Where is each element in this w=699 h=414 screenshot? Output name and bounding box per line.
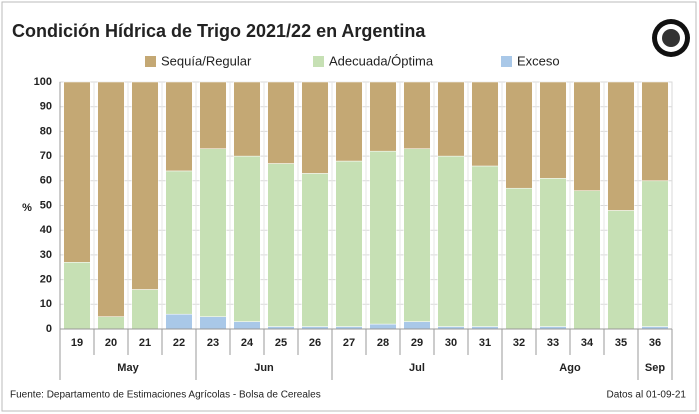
y-tick-label: 0 bbox=[46, 323, 52, 335]
bar-segment bbox=[403, 321, 431, 330]
y-tick-label: 30 bbox=[40, 249, 52, 261]
bar-segment bbox=[335, 81, 363, 162]
bar-segment bbox=[369, 81, 397, 152]
bar-segment bbox=[607, 81, 635, 211]
bar-segment bbox=[199, 81, 227, 149]
x-group-label: Jun bbox=[254, 362, 274, 374]
bar-segment bbox=[301, 173, 329, 327]
bar-segment bbox=[199, 148, 227, 317]
y-tick-label: 60 bbox=[40, 175, 52, 187]
legend-label: Adecuada/Óptima bbox=[329, 53, 434, 68]
x-tick-label: 26 bbox=[309, 337, 321, 349]
x-tick-label: 32 bbox=[513, 337, 525, 349]
bar-segment bbox=[505, 187, 533, 330]
x-tick-label: 29 bbox=[411, 337, 423, 349]
x-tick-label: 20 bbox=[105, 337, 117, 349]
x-tick-label: 24 bbox=[241, 337, 254, 349]
y-axis-label: % bbox=[22, 202, 32, 214]
bar-segment bbox=[165, 313, 193, 330]
x-tick-label: 33 bbox=[547, 337, 559, 349]
legend-swatch bbox=[145, 56, 156, 67]
bar-segment bbox=[335, 160, 363, 327]
bar-segment bbox=[641, 81, 669, 182]
x-tick-label: 19 bbox=[71, 337, 83, 349]
bar-segment bbox=[233, 81, 261, 157]
bar-segment bbox=[131, 81, 159, 290]
bar-segment bbox=[301, 81, 329, 174]
x-tick-label: 36 bbox=[649, 337, 661, 349]
bar-segment bbox=[63, 81, 91, 263]
bar-segment bbox=[63, 262, 91, 330]
bar-segment bbox=[165, 81, 193, 172]
y-tick-label: 50 bbox=[40, 199, 52, 211]
logo bbox=[652, 19, 690, 57]
date-note: Datos al 01-09-21 bbox=[607, 390, 687, 401]
bar-segment bbox=[403, 148, 431, 322]
x-group-label: Jul bbox=[409, 362, 425, 374]
chart-title: Condición Hídrica de Trigo 2021/22 en Ar… bbox=[12, 21, 426, 41]
y-tick-label: 80 bbox=[40, 125, 52, 137]
x-group-label: Ago bbox=[559, 362, 581, 374]
bar-segment bbox=[267, 163, 295, 327]
x-group-label: May bbox=[117, 362, 139, 374]
bar-segment bbox=[267, 81, 295, 164]
bar-segment bbox=[403, 81, 431, 149]
y-tick-label: 40 bbox=[40, 224, 52, 236]
bar-segment bbox=[641, 180, 669, 327]
y-tick-label: 100 bbox=[34, 76, 52, 88]
source: Fuente: Departamento de Estimaciones Agr… bbox=[10, 390, 321, 401]
x-tick-label: 28 bbox=[377, 337, 389, 349]
bar-segment bbox=[165, 170, 193, 315]
y-tick-label: 20 bbox=[40, 274, 52, 286]
bar-segment bbox=[539, 81, 567, 179]
bar-segment bbox=[607, 210, 635, 330]
bar-segment bbox=[437, 81, 465, 157]
bar-segment bbox=[471, 81, 499, 167]
x-tick-label: 25 bbox=[275, 337, 287, 349]
x-tick-label: 31 bbox=[479, 337, 491, 349]
bar-segment bbox=[233, 155, 261, 322]
legend-swatch bbox=[313, 56, 324, 67]
bar-segment bbox=[471, 165, 499, 327]
bar-segment bbox=[131, 289, 159, 330]
y-tick-label: 90 bbox=[40, 101, 52, 113]
bar-segment bbox=[233, 321, 261, 330]
bar-segment bbox=[199, 316, 227, 330]
x-group-label: Sep bbox=[645, 362, 665, 374]
bar-segment bbox=[369, 150, 397, 325]
x-tick-label: 22 bbox=[173, 337, 185, 349]
bar-segment bbox=[505, 81, 533, 189]
legend-swatch bbox=[501, 56, 512, 67]
bar-segment bbox=[573, 81, 601, 191]
y-tick-label: 70 bbox=[40, 150, 52, 162]
bar-segment bbox=[573, 190, 601, 330]
bar-segment bbox=[97, 81, 125, 317]
x-tick-label: 34 bbox=[581, 337, 594, 349]
bar-segment bbox=[369, 323, 397, 330]
legend-label: Exceso bbox=[517, 53, 560, 68]
x-tick-label: 23 bbox=[207, 337, 219, 349]
bar-segment bbox=[539, 178, 567, 327]
x-tick-label: 27 bbox=[343, 337, 355, 349]
y-tick-label: 10 bbox=[40, 298, 52, 310]
bar-segment bbox=[97, 316, 125, 330]
bar-segment bbox=[437, 155, 465, 327]
x-tick-label: 30 bbox=[445, 337, 457, 349]
legend-label: Sequía/Regular bbox=[161, 53, 252, 68]
x-tick-label: 35 bbox=[615, 337, 627, 349]
x-tick-label: 21 bbox=[139, 337, 151, 349]
